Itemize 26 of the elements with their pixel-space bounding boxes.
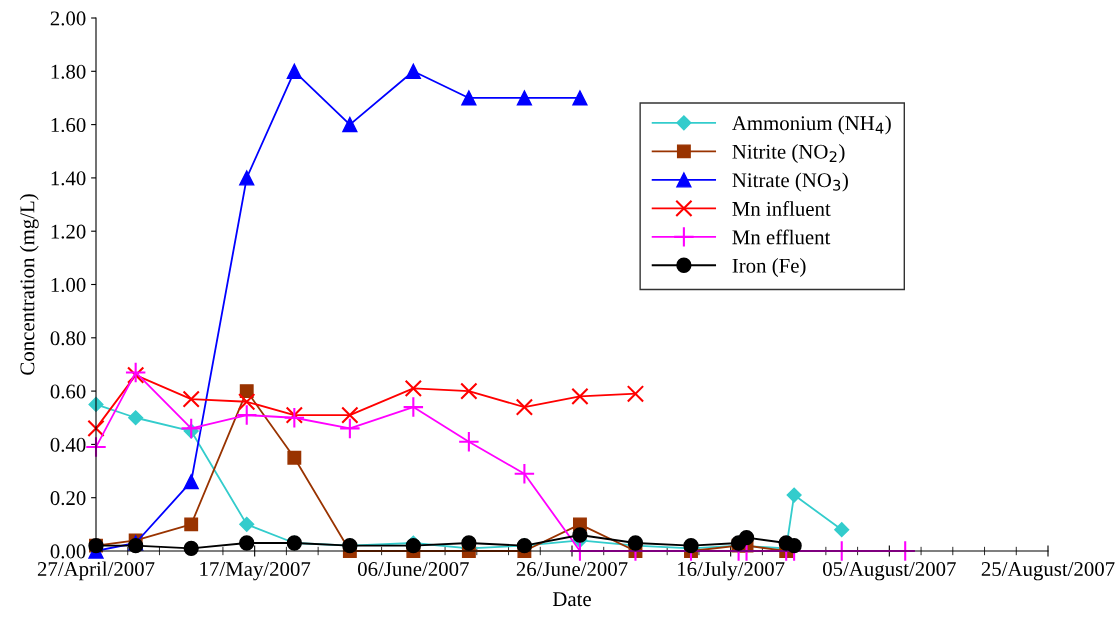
y-tick-label: 0.60 [50, 384, 86, 399]
y-tick-label: 1.60 [51, 117, 86, 133]
y-axis-title: Concentration (mg/L) [19, 194, 39, 375]
legend-label: Nitrate (NO$_{3}$) [732, 172, 848, 192]
legend-label: Ammonium (NH$_{4}$) [732, 115, 891, 135]
y-tick-label: 0.20 [50, 491, 86, 506]
legend-label: Nitrite (NO$_{2}$) [732, 144, 845, 163]
x-axis-title: Date [552, 592, 591, 607]
y-tick-label: 1.40 [51, 171, 86, 186]
x-tick-label: 25/August/2007 [981, 561, 1115, 581]
x-tick-label: 16/July/2007 [678, 561, 785, 581]
legend-label: Mn influent [732, 201, 831, 216]
x-tick-label: 17/May/2007 [200, 561, 311, 581]
y-tick-label: 1.80 [51, 64, 86, 79]
x-tick-label: 27/April/2007 [37, 561, 155, 581]
y-tick-label: 2.00 [50, 11, 86, 26]
x-tick-label: 05/August/2007 [822, 561, 956, 581]
y-tick-label: 0.40 [50, 437, 86, 452]
x-tick-label: 26/June/2007 [516, 562, 628, 577]
x-tick-label: 06/June/2007 [357, 562, 469, 577]
legend-label: Iron (Fe) [732, 258, 806, 277]
y-tick-label: 1.00 [51, 277, 86, 293]
y-tick-label: 0.00 [50, 544, 86, 559]
y-tick-label: 1.20 [51, 224, 86, 239]
legend-label: Mn effluent [732, 229, 831, 245]
y-tick-label: 0.80 [50, 331, 86, 346]
